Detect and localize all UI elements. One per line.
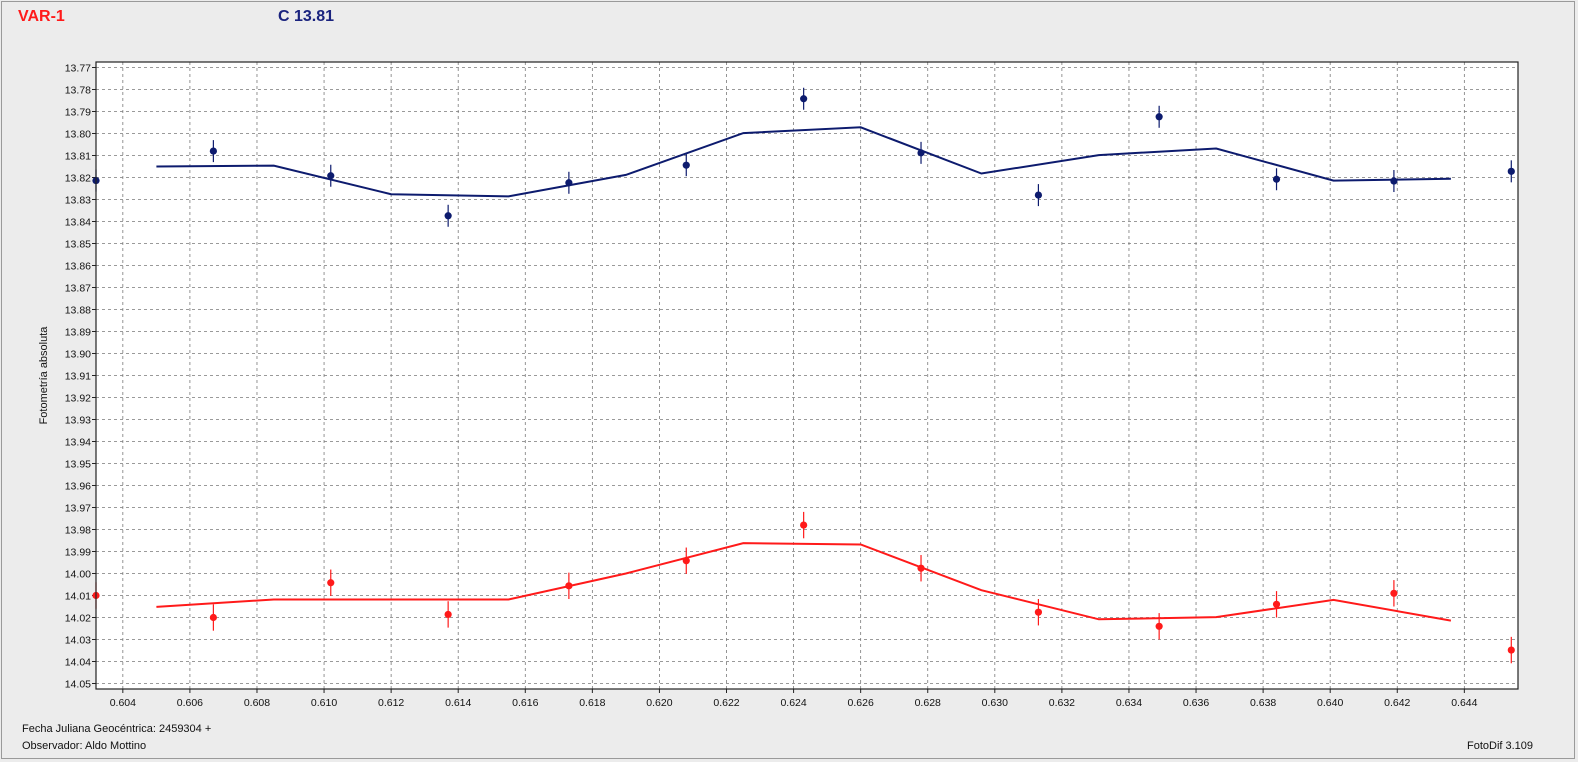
y-tick-label: 13.94 (65, 437, 91, 449)
var-data-point (917, 564, 925, 572)
y-tick-label: 14.00 (65, 569, 91, 581)
y-tick-label: 13.90 (65, 349, 91, 361)
var-data-point (800, 521, 808, 529)
comp-data-point (917, 149, 925, 157)
x-tick-label: 0.640 (1317, 697, 1343, 709)
y-tick-label: 13.96 (65, 481, 91, 493)
x-tick-label: 0.622 (713, 697, 739, 709)
x-tick-label: 0.624 (780, 697, 806, 709)
x-tick-label: 0.616 (512, 697, 538, 709)
x-tick-label: 0.642 (1384, 697, 1410, 709)
y-tick-label: 13.98 (65, 525, 91, 537)
var-fit-line (156, 542, 1452, 622)
observer-label: Observador: Aldo Mottino (22, 740, 147, 752)
x-tick-label: 0.618 (579, 697, 605, 709)
comp-data-point (1155, 113, 1163, 121)
var-data-point (327, 579, 335, 587)
y-tick-label: 14.03 (65, 635, 91, 647)
x-tick-label: 0.610 (311, 697, 337, 709)
y-tick-label: 14.02 (65, 613, 91, 625)
var-data-point (1272, 600, 1281, 608)
julian-date-label: Fecha Juliana Geocéntrica: 2459304 + (22, 723, 212, 735)
x-tick-label: 0.636 (1183, 697, 1209, 709)
var-data-point (1155, 622, 1163, 630)
comp-data-point (682, 161, 690, 169)
x-tick-label: 0.634 (1116, 697, 1142, 709)
x-tick-label: 0.604 (110, 697, 136, 709)
x-tick-label: 0.630 (982, 697, 1008, 709)
x-tick-label: 0.626 (848, 697, 874, 709)
comp-data-point (444, 212, 452, 220)
comp-data-point (209, 147, 217, 155)
comp-data-point (800, 95, 808, 103)
y-tick-label: 13.85 (65, 239, 91, 251)
y-tick-label: 13.88 (65, 305, 91, 317)
x-tick-label: 0.614 (445, 697, 471, 709)
x-tick-label: 0.628 (915, 697, 941, 709)
y-tick-label: 13.95 (65, 459, 91, 471)
y-tick-label: 13.99 (65, 547, 91, 559)
comp-data-point (1390, 177, 1398, 185)
comp-series (92, 87, 1515, 227)
plot-border (95, 61, 1519, 690)
y-tick-label: 14.01 (65, 591, 91, 603)
y-tick-label: 13.82 (65, 173, 91, 185)
x-tick-label: 0.638 (1250, 697, 1276, 709)
var-data-point (1390, 589, 1398, 597)
x-tick-label: 0.608 (244, 697, 270, 709)
y-tick-label: 13.84 (65, 217, 91, 229)
var-data-point (209, 613, 217, 622)
y-tick-label: 13.93 (65, 415, 91, 427)
y-tick-label: 13.86 (65, 261, 91, 273)
y-tick-label: 14.04 (65, 657, 91, 669)
comp-data-point (565, 179, 573, 187)
var-data-point (444, 610, 452, 619)
y-tick-label: 13.92 (65, 393, 91, 405)
y-tick-label: 13.91 (65, 371, 91, 383)
y-tick-label: 14.05 (65, 679, 91, 691)
x-tick-label: 0.612 (378, 697, 404, 709)
y-axis-ticks: 13.77 13.78 13.79 13.80 13.81 13.82 13.83 13.84… (65, 63, 96, 691)
var-data-point (682, 557, 690, 565)
x-tick-label: 0.632 (1049, 697, 1075, 709)
var-data-point (1034, 608, 1043, 616)
grid-lines (96, 62, 1518, 689)
y-tick-label: 13.97 (65, 503, 91, 515)
y-tick-label: 13.79 (65, 107, 91, 119)
y-tick-label: 13.77 (65, 63, 91, 75)
var-data-point (1507, 646, 1515, 654)
y-tick-label: 13.83 (65, 195, 91, 207)
y-axis-label: Fotometría absoluta (38, 326, 50, 425)
software-version: FotoDif 3.109 (1467, 740, 1534, 752)
comparison-label: C 13.81 (278, 8, 335, 25)
y-tick-label: 13.81 (65, 151, 91, 163)
comp-data-point (327, 172, 335, 180)
variable-label: VAR-1 (18, 8, 65, 25)
x-tick-label: 0.644 (1451, 697, 1477, 709)
comp-data-point (1034, 191, 1043, 199)
comp-data-point (1507, 167, 1515, 175)
x-tick-label: 0.620 (646, 697, 672, 709)
comp-data-point (1272, 175, 1281, 183)
y-tick-label: 13.87 (65, 283, 91, 295)
x-axis-ticks: 0.604 0.606 0.608 0.610 0.612 0.614 0.616 0.618… (110, 689, 1478, 709)
comp-fit-line (156, 126, 1451, 198)
y-tick-label: 13.80 (65, 129, 91, 141)
y-tick-label: 13.78 (65, 85, 91, 97)
var-data-point (565, 582, 573, 590)
y-tick-label: 13.89 (65, 327, 91, 339)
x-tick-label: 0.606 (177, 697, 203, 709)
